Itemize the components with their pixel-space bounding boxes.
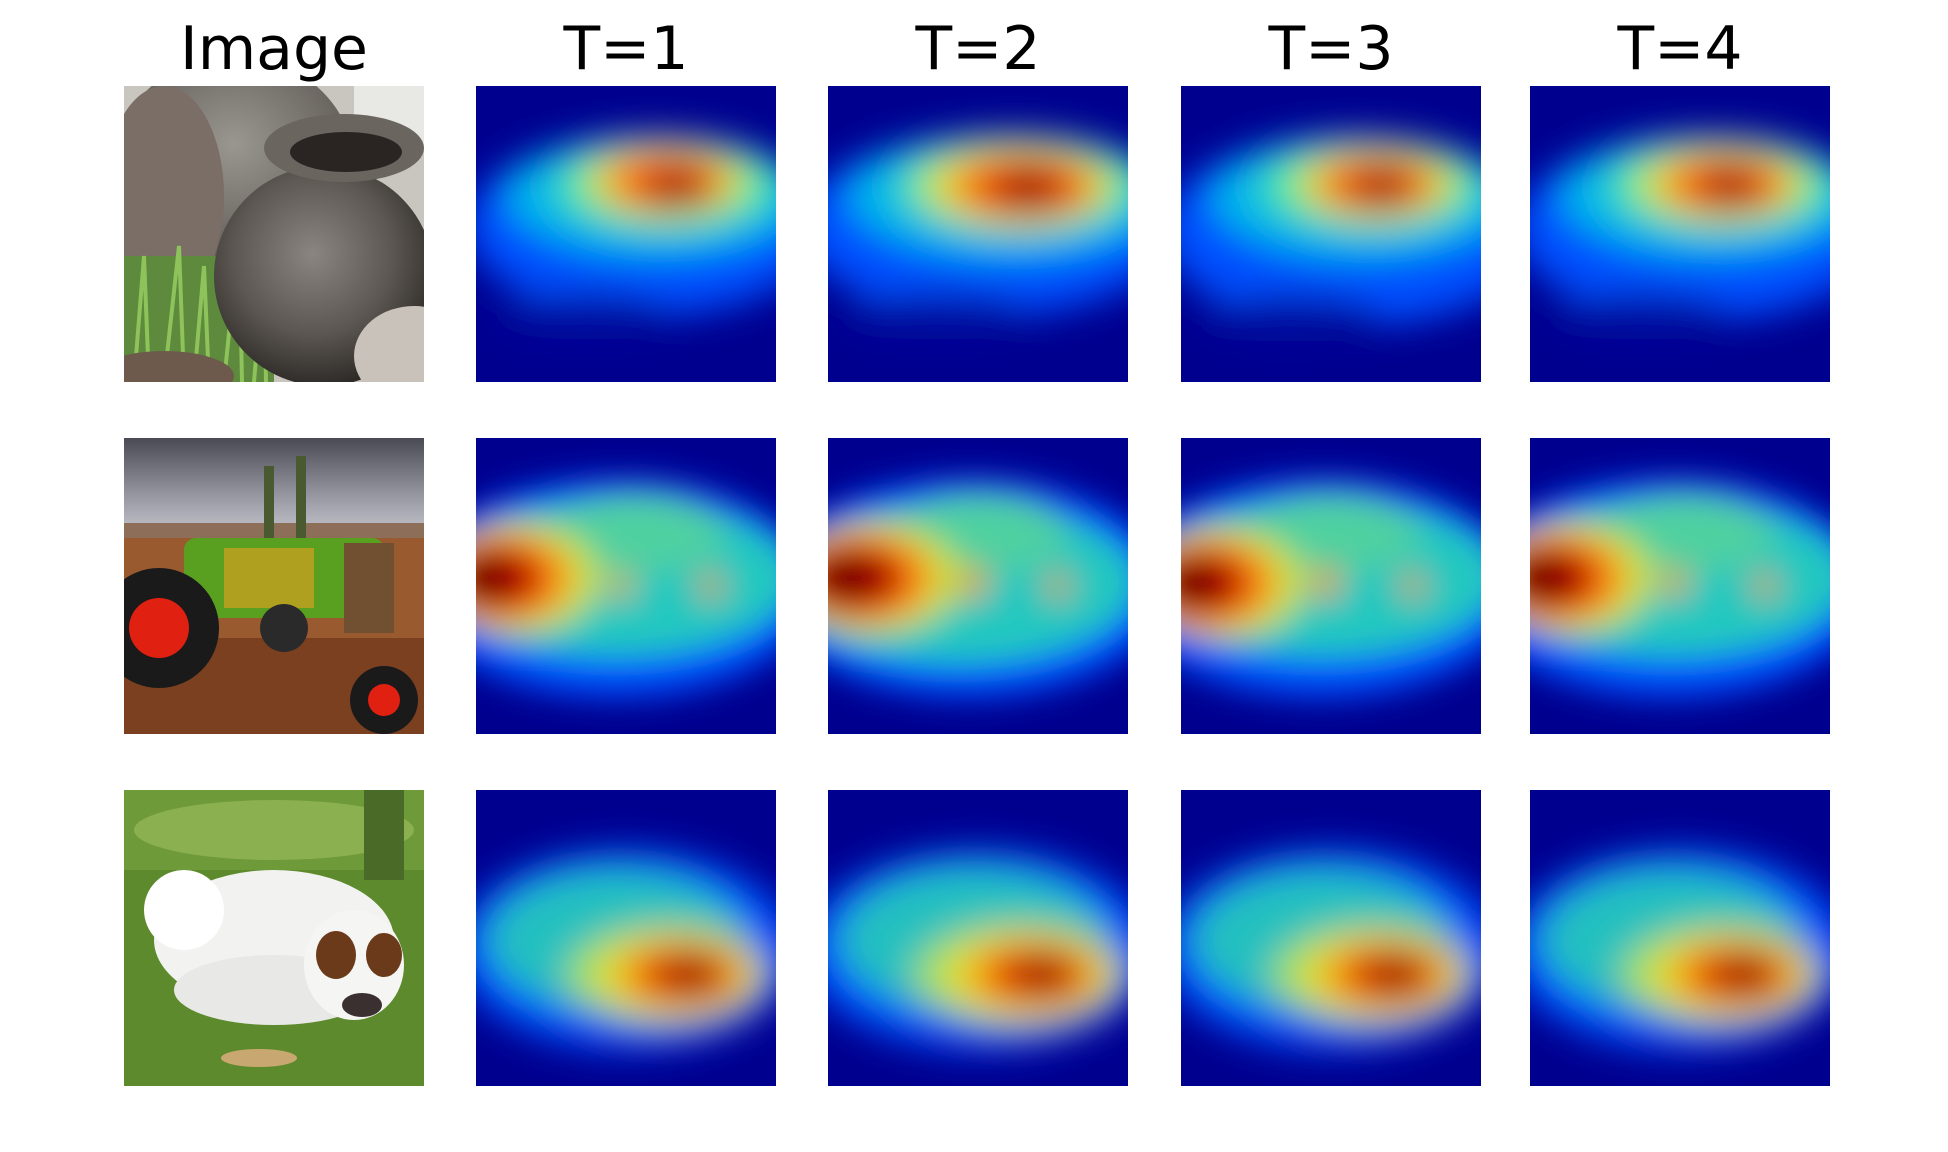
heatmap-pots-t3 xyxy=(1181,86,1481,382)
heatmap-dog-t4 xyxy=(1530,790,1830,1086)
heatmap-pots-t4 xyxy=(1530,86,1830,382)
header-t2: T=2 xyxy=(915,14,1041,84)
header-t1: T=1 xyxy=(563,14,689,84)
heatmap-tractor-t1 xyxy=(476,438,776,734)
heatmap-tractor-t3 xyxy=(1181,438,1481,734)
header-image: Image xyxy=(180,14,368,84)
heatmap-dog-t1 xyxy=(476,790,776,1086)
input-image-tractor xyxy=(124,438,424,734)
heatmap-dog-t2 xyxy=(828,790,1128,1086)
input-image-pots xyxy=(124,86,424,382)
input-image-dog xyxy=(124,790,424,1086)
heatmap-tractor-t4 xyxy=(1530,438,1830,734)
header-t3: T=3 xyxy=(1268,14,1394,84)
heatmap-tractor-t2 xyxy=(828,438,1128,734)
heatmap-pots-t2 xyxy=(828,86,1128,382)
header-t4: T=4 xyxy=(1617,14,1743,84)
heatmap-pots-t1 xyxy=(476,86,776,382)
heatmap-dog-t3 xyxy=(1181,790,1481,1086)
